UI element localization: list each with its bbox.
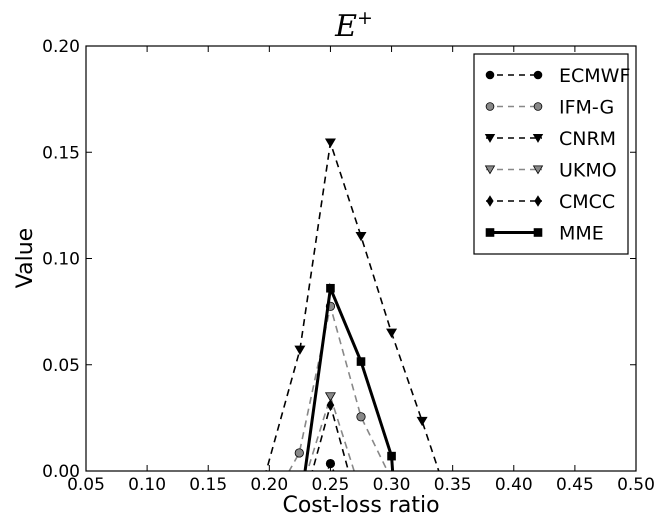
point-ifm-g-1 [294, 448, 304, 458]
series-cnrm [265, 138, 440, 471]
x-tick-label: 0.15 [189, 475, 227, 495]
legend-marker [532, 133, 544, 143]
legend-entry-mme: MME [485, 223, 604, 245]
legend-label-mme: MME [559, 223, 604, 245]
point-cnrm-4 [386, 328, 398, 338]
y-axis-ticks: 0.00 0.05 0.10 0.15 0.20 [42, 37, 636, 482]
legend-marker [533, 102, 543, 111]
chart-title: E+ [334, 7, 373, 44]
legend-marker [532, 165, 544, 175]
legend-marker [533, 228, 543, 237]
legend-marker [484, 133, 496, 143]
y-tick-label: 0.05 [42, 356, 80, 376]
x-tick-label: 0.05 [67, 475, 105, 495]
legend-label-ecmwf: ECMWF [559, 65, 630, 87]
y-tick-label: 0.20 [42, 37, 80, 57]
x-tick-label: 0.50 [617, 475, 655, 495]
legend-entry-cmcc: CMCC [486, 191, 615, 213]
legend-entry-cnrm: CNRM [484, 128, 616, 150]
x-tick-label: 0.20 [250, 475, 288, 495]
chart-title-main: E [334, 9, 357, 44]
y-tick-label: 0.10 [42, 250, 80, 270]
legend-marker [533, 70, 543, 80]
series-layer [265, 138, 440, 471]
point-cnrm-5 [416, 416, 428, 427]
legend-marker [485, 102, 495, 111]
legend-entry-ukmo: UKMO [484, 160, 617, 182]
point-cnrm-3 [355, 231, 367, 242]
x-tick-label: 0.35 [434, 475, 472, 495]
legend-marker [534, 195, 542, 207]
series-ukmo [306, 392, 355, 471]
chart-title-superscript: + [357, 7, 373, 29]
legend-label-ifm-g: IFM-G [559, 97, 614, 119]
legend-label-ukmo: UKMO [559, 160, 617, 182]
x-tick-label: 0.25 [312, 475, 350, 495]
point-ifm-g-3 [356, 412, 366, 422]
series-cmcc [311, 399, 350, 471]
legend-entry-ifm-g: IFM-G [485, 97, 614, 119]
legend-marker [485, 70, 495, 80]
point-mme-3 [387, 451, 396, 461]
x-tick-label: 0.45 [556, 475, 594, 495]
point-cnrm-2 [324, 138, 336, 148]
x-tick-label: 0.10 [128, 475, 166, 495]
point-cnrm-1 [294, 345, 306, 355]
x-tick-label: 0.40 [495, 475, 533, 495]
series-line-cnrm [265, 142, 440, 471]
legend-label-cmcc: CMCC [559, 191, 615, 213]
point-mme-1 [326, 283, 335, 293]
legend-marker [485, 228, 495, 237]
series-ifm-g [288, 301, 389, 471]
legend: ECMWF IFM-G CNRM UKMO CMCC MME [473, 53, 630, 255]
legend-marker [486, 195, 494, 207]
y-tick-label: 0.00 [42, 462, 80, 482]
x-axis-ticks: 0.05 0.10 0.15 0.20 0.25 0.30 0.35 0.40 0.45 0.50 [67, 46, 655, 495]
legend-marker [484, 165, 496, 175]
legend-label-cnrm: CNRM [559, 128, 616, 150]
legend-frame [473, 53, 629, 255]
series-mme [303, 282, 396, 471]
y-tick-label: 0.15 [42, 143, 80, 163]
point-cmcc-1 [326, 399, 335, 412]
legend-entry-ecmwf: ECMWF [485, 65, 630, 87]
point-mme-2 [356, 357, 366, 366]
x-axis-title: Cost-loss ratio [282, 493, 439, 518]
point-ukmo-1 [324, 392, 336, 402]
y-axis-title: Value [13, 228, 38, 288]
x-tick-label: 0.30 [373, 475, 411, 495]
